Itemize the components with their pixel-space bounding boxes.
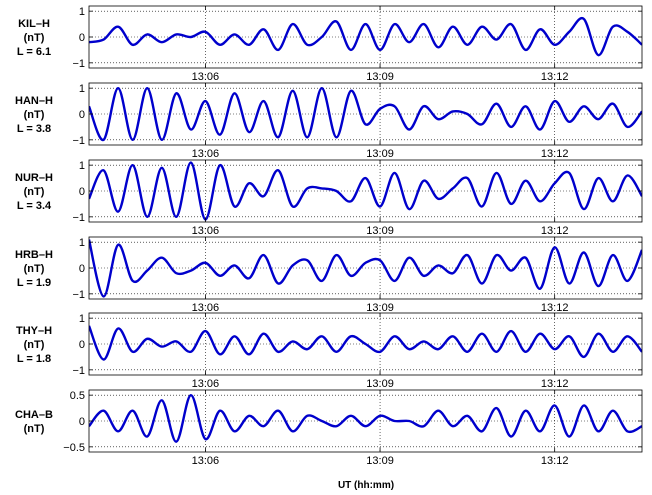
y-tick-label: −0.5 [63,442,85,454]
x-tick-label: 13:09 [366,148,394,160]
x-axis-label: UT (hh:mm) [338,480,394,491]
panel: −0.5 0 0.5 13:06 13:09 13:12 CHA–B (nT) [15,389,643,467]
y-tick-label: 0 [79,339,85,351]
panel-label-line: (nT) [24,109,45,121]
y-tick-label: 0.5 [70,390,85,402]
y-tick-label: 1 [79,237,85,249]
y-tick-label: 0 [79,186,85,198]
series-line [89,239,642,298]
y-tick-label: 1 [79,313,85,325]
series-line [89,16,642,57]
x-tick-label: 13:06 [192,455,220,467]
panel-label-line: CHA–B [15,409,53,421]
panel-label-line: L = 3.8 [17,123,51,135]
y-tick-label: −1 [72,212,85,224]
y-tick-label: 0 [79,32,85,44]
x-tick-label: 13:09 [366,378,394,390]
x-tick-label: 13:09 [366,455,394,467]
panel: −1 0 1 13:06 13:09 13:12 HAN–H (nT) L = 3.8 [15,82,643,160]
panel-label-line: L = 3.4 [17,200,52,212]
panel-label-line: KIL–H [18,18,50,30]
x-tick-label: 13:06 [192,148,220,160]
y-tick-label: 1 [79,6,85,18]
panel-label-line: (nT) [24,423,45,435]
panel-label-line: (nT) [24,263,45,275]
x-tick-label: 13:12 [541,225,569,237]
series-line [89,393,642,443]
series-line [89,87,642,142]
panel-label-line: L = 1.9 [17,277,51,289]
y-tick-label: 0 [79,109,85,121]
panel-label-line: THY–H [16,325,52,337]
y-tick-label: 0 [79,263,85,275]
series-line [89,325,642,361]
panel-label-line: (nT) [24,339,45,351]
x-tick-label: 13:12 [541,71,569,83]
panel-label-line: HAN–H [15,95,53,107]
series-line [89,161,642,221]
panel-label-line: L = 6.1 [17,46,51,58]
y-tick-label: −1 [72,135,85,147]
y-tick-label: 1 [79,160,85,172]
x-tick-label: 13:12 [541,455,569,467]
y-tick-label: 0 [79,416,85,428]
x-tick-label: 13:06 [192,378,220,390]
panel: −1 0 1 13:06 13:09 13:12 NUR–H (nT) L = 3.4 [15,159,643,237]
panel-label-line: NUR–H [15,172,53,184]
y-tick-label: 1 [79,83,85,95]
x-tick-label: 13:12 [541,302,569,314]
panel-label-line: (nT) [24,32,45,44]
y-tick-label: −1 [72,58,85,70]
x-tick-label: 13:09 [366,225,394,237]
y-tick-label: −1 [72,289,85,301]
y-tick-label: −1 [72,365,85,377]
panel-label-line: HRB–H [15,249,53,261]
x-tick-label: 13:06 [192,225,220,237]
x-tick-label: 13:06 [192,302,220,314]
x-tick-label: 13:12 [541,148,569,160]
x-tick-label: 13:09 [366,71,394,83]
panel: −1 0 1 13:06 13:09 13:12 THY–H (nT) L = 1.8 [16,312,643,390]
panel: −1 0 1 13:06 13:09 13:12 KIL–H (nT) L = 6.1 [17,5,643,83]
panel-label-line: L = 1.8 [17,353,51,365]
panel: −1 0 1 13:06 13:09 13:12 HRB–H (nT) L = 1.9 [15,236,643,314]
x-tick-label: 13:09 [366,302,394,314]
x-tick-label: 13:06 [192,71,220,83]
x-tick-label: 13:12 [541,378,569,390]
panel-label-line: (nT) [24,186,45,198]
